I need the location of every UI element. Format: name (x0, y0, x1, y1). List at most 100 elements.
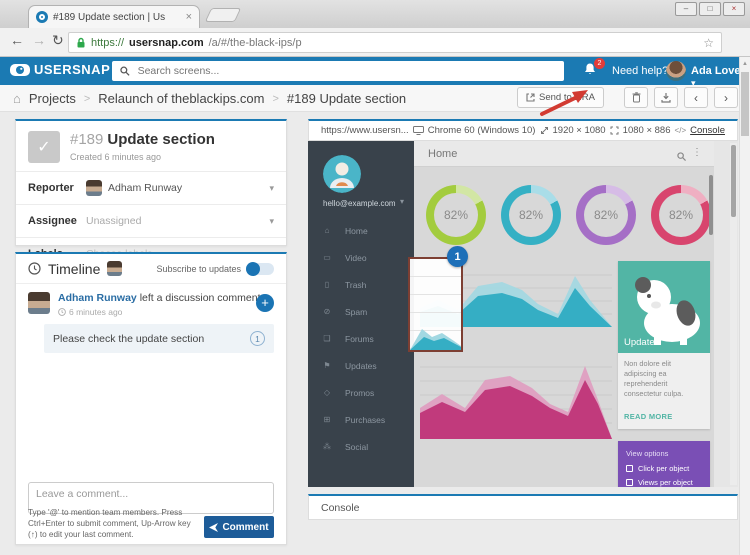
donut-value: 82% (443, 208, 469, 222)
checkbox-icon (626, 479, 633, 486)
comment-bubble: Please check the update section 1 (44, 324, 274, 354)
chevron-right-icon: › (724, 90, 728, 105)
code-icon: </> (674, 126, 687, 135)
option-label: Views per object (638, 478, 693, 487)
download-icon (661, 92, 671, 103)
pink-area-chart (420, 366, 612, 439)
timeline-header: Timeline Subscribe to updates (16, 254, 286, 284)
captured-page-header: Home ⋮ (414, 141, 714, 167)
issue-id: #189 (70, 131, 104, 148)
captured-main-area: Home ⋮ 82% 82% 82% 82% (414, 141, 714, 487)
preview-scrollbar-thumb[interactable] (731, 145, 736, 217)
browser-info: Chrome 60 (Windows 10) (427, 125, 536, 136)
captured-view-options-card: View options Click per object Views per … (618, 441, 710, 487)
page-scrollbar-thumb[interactable] (741, 72, 749, 136)
purchases-icon: ⊞ (323, 415, 331, 424)
browser-tab[interactable]: #189 Update section | Us × (28, 5, 200, 28)
assignee-row[interactable]: Assignee Unassigned ▾ (16, 204, 286, 237)
home-icon[interactable]: ⌂ (13, 91, 21, 106)
comment-input[interactable] (28, 482, 274, 514)
console-link[interactable]: </> Console (675, 125, 725, 136)
participant-avatar (107, 261, 123, 276)
issue-checkbox[interactable]: ✓ (28, 131, 60, 163)
donut-chart-green: 82% (426, 185, 486, 245)
menu-dots-icon: ⋮ (692, 147, 702, 158)
hint-line-2: Up-Arrow key (↑) to edit your last comme… (28, 518, 191, 539)
resize-diagonal-icon (540, 127, 548, 134)
back-icon[interactable]: ← (10, 32, 24, 48)
search-input[interactable] (137, 65, 556, 77)
captured-account-email: hello@example.com (323, 199, 396, 208)
external-link-icon (526, 93, 535, 102)
menu-item-label: Forums (345, 333, 374, 344)
url-path: /a/#/the-black-ips/p (208, 36, 302, 49)
annotation-marker-1[interactable]: 1 (447, 246, 468, 267)
comment-count-badge[interactable]: 1 (250, 331, 265, 347)
monitor-icon (412, 126, 424, 135)
usersnap-logo[interactable]: USERSNAP (10, 62, 110, 77)
url-bar[interactable]: https:// usersnap.com/a/#/the-black-ips/p… (68, 32, 722, 53)
captured-scrollbar-thumb (709, 175, 713, 235)
menu-item-label: Trash (345, 279, 367, 290)
search-icon (677, 148, 686, 166)
need-help-link[interactable]: Need help? (612, 65, 669, 77)
user-name: Ada Lovely (691, 65, 750, 77)
user-avatar[interactable] (666, 61, 686, 81)
camera-logo-icon (10, 63, 30, 76)
menu-item-label: Purchases (345, 414, 386, 425)
chevron-down-icon[interactable]: ▾ (269, 182, 274, 193)
issue-head: ✓ #189 Update section Created 6 minutes a… (16, 121, 286, 171)
submit-comment-label: Comment (222, 521, 269, 533)
captured-dashboard-screenshot: hello@example.com ▾ ⌂ Home ▭ Video ▯ Trash … (308, 141, 714, 487)
bookmark-star-icon[interactable]: ☆ (703, 35, 714, 50)
expand-event-button[interactable]: + (256, 294, 274, 312)
chevron-down-icon[interactable]: ▾ (269, 215, 274, 226)
composer-hints: Type '@' to mention team members. Press … (28, 507, 200, 540)
captured-url: https://www.usersn... (321, 125, 409, 136)
annotation-rectangle[interactable] (408, 257, 463, 352)
timeline-title: Timeline (48, 260, 101, 277)
checkbox-icon (626, 465, 633, 472)
reporter-row[interactable]: Reporter Adham Runway ▾ (16, 171, 286, 204)
new-tab-button[interactable] (204, 8, 242, 22)
submit-comment-button[interactable]: Comment (204, 516, 274, 538)
bell-icon (585, 63, 595, 74)
event-author[interactable]: Adham Runway (58, 292, 137, 304)
user-menu[interactable]: Ada Lovely ▾ (691, 65, 750, 89)
tab-close-icon[interactable]: × (185, 10, 192, 23)
notification-badge: 2 (594, 58, 605, 69)
event-action: left a discussion comment. (139, 292, 264, 304)
previous-button[interactable]: ‹ (684, 87, 708, 108)
subscribe-toggle[interactable] (246, 261, 274, 276)
console-panel[interactable]: Console (308, 494, 738, 520)
search-box[interactable] (112, 61, 564, 81)
reload-icon[interactable]: ↻ (52, 32, 64, 48)
minimize-button[interactable]: – (675, 2, 697, 16)
issue-actions: Send to JIRA ‹ › (517, 87, 738, 108)
reporter-label: Reporter (28, 182, 74, 194)
download-button[interactable] (654, 87, 678, 108)
breadcrumb-projects[interactable]: Projects (28, 91, 76, 106)
viewport-frame-icon (610, 126, 619, 135)
close-button[interactable]: × (723, 2, 745, 16)
scroll-up-arrow[interactable]: ▲ (742, 61, 748, 67)
forward-icon[interactable]: → (32, 32, 46, 48)
donut-value: 82% (518, 208, 544, 222)
page-scrollbar[interactable]: ▲ (739, 57, 750, 555)
menu-item-label: Home (345, 225, 368, 236)
usersnap-favicon-icon (36, 11, 48, 23)
console-panel-title: Console (321, 501, 360, 514)
breadcrumb-project-name[interactable]: Relaunch of theblackips.com (98, 91, 265, 106)
maximize-button[interactable]: □ (699, 2, 721, 16)
forums-icon: ❑ (323, 334, 331, 343)
dog-illustration: Updates (618, 261, 710, 353)
preview-scrollbar[interactable] (730, 143, 737, 485)
red-arrow-annotation (540, 90, 588, 116)
delete-button[interactable] (624, 87, 648, 108)
notifications-button[interactable]: 2 (583, 58, 605, 78)
assignee-value: Unassigned (86, 215, 142, 227)
chevron-down-icon: ▾ (399, 197, 404, 206)
next-button[interactable]: › (714, 87, 738, 108)
donut-chart-pink: 82% (651, 185, 711, 245)
menu-item-label: Spam (345, 306, 368, 317)
